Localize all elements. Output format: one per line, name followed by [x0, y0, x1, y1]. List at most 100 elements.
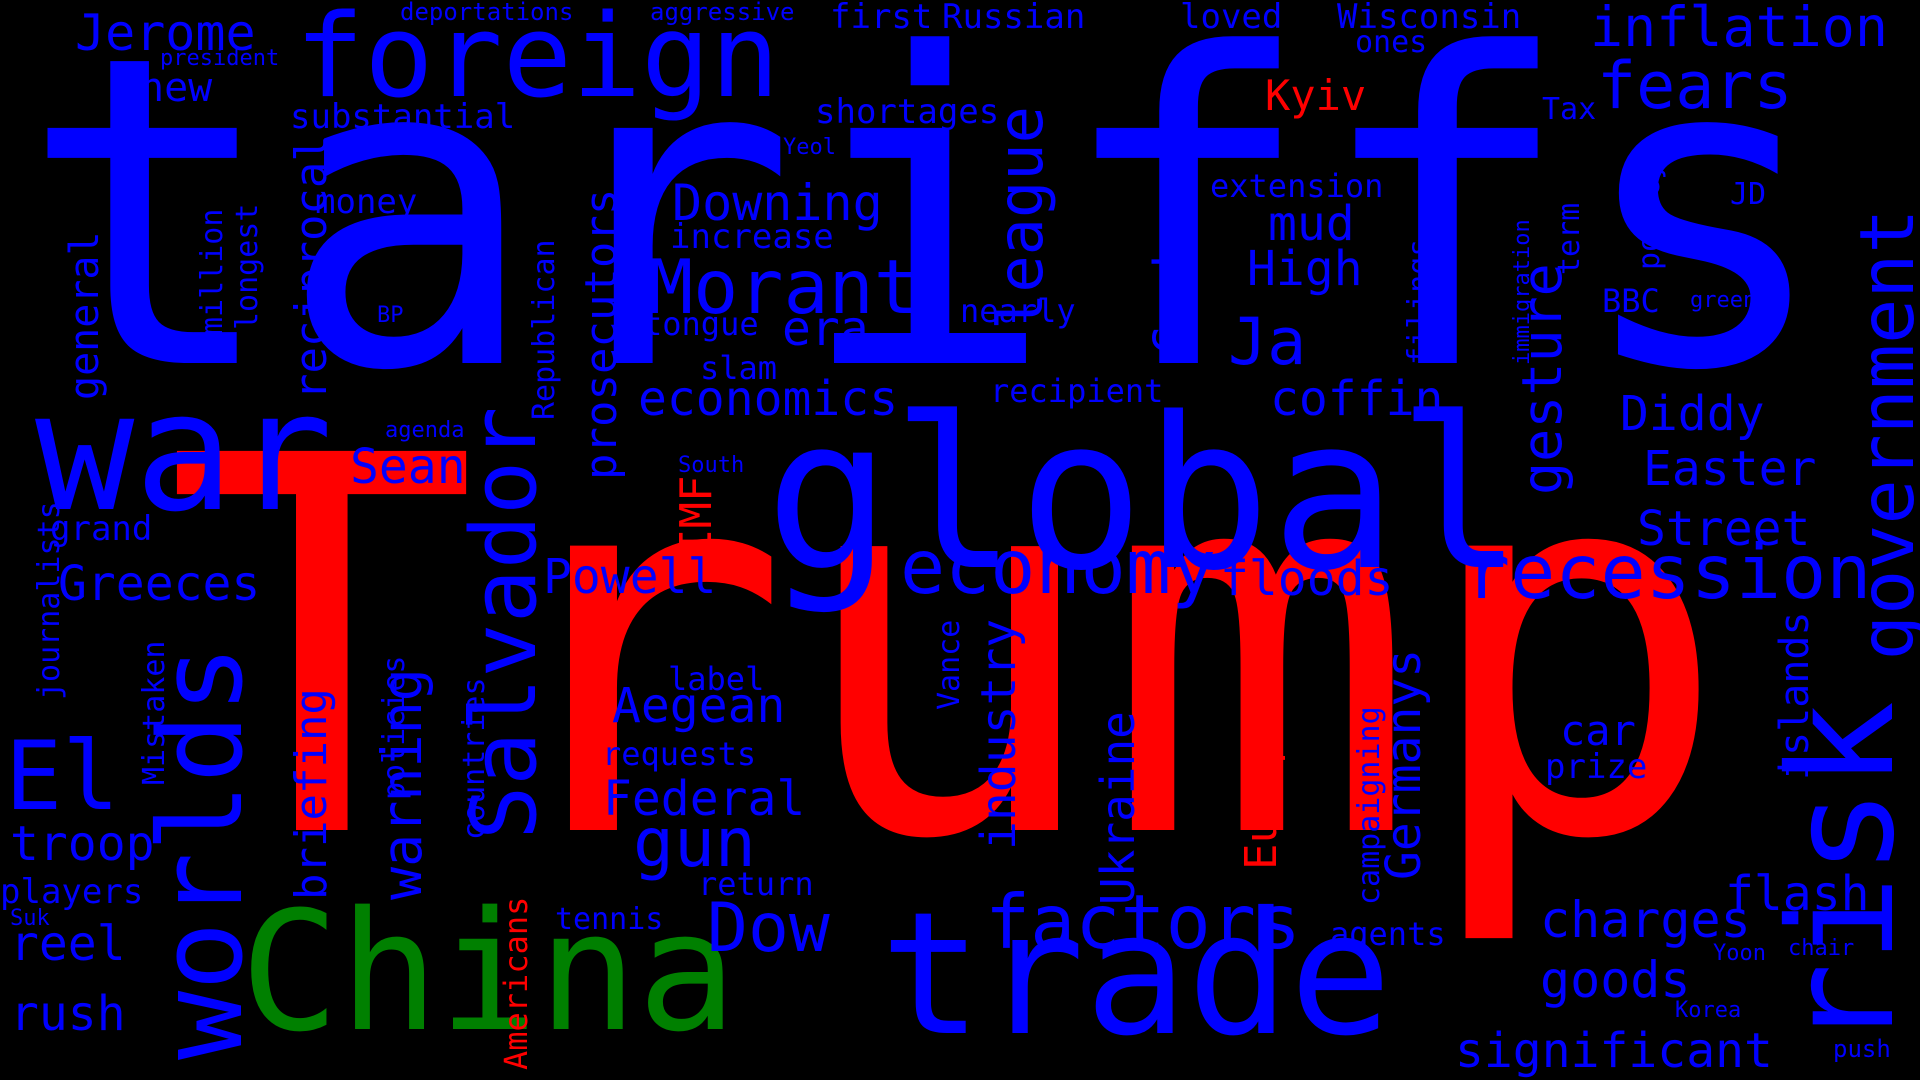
- word-aegean: Aegean: [612, 678, 786, 734]
- word-tariffs: tariffs: [20, 0, 1833, 465]
- word-jerome: Jerome: [75, 4, 256, 62]
- word-green: green: [1690, 288, 1757, 313]
- word-jd: JD: [1730, 177, 1767, 212]
- word-south: South: [678, 453, 745, 478]
- word-ukraine: Ukraine: [1091, 711, 1145, 905]
- word-slam: slam: [700, 349, 778, 387]
- word-term: term: [1552, 202, 1587, 275]
- word-foreign: foreign: [295, 0, 780, 124]
- word-troop: troop: [10, 816, 155, 872]
- word-downing: Downing: [672, 174, 883, 232]
- word-morant: Morant: [648, 243, 919, 331]
- word-economy: economy: [900, 523, 1217, 611]
- word-label: label: [668, 660, 765, 698]
- word-substantial: substantial: [290, 97, 516, 137]
- word-reel: reel: [10, 916, 126, 972]
- word-islands: islands: [1772, 611, 1818, 780]
- word-policies: policies: [377, 655, 412, 801]
- word-prosecutors: prosecutors: [576, 188, 627, 480]
- word-recipient: recipient: [990, 372, 1164, 410]
- word-bp: BP: [377, 303, 404, 328]
- word-inflation: inflation: [1590, 0, 1889, 59]
- word-suk: Suk: [10, 906, 50, 931]
- word-gun: gun: [633, 804, 756, 883]
- word-el: El: [5, 722, 120, 832]
- word-money: money: [315, 182, 418, 222]
- word-easter: Easter: [1643, 441, 1817, 497]
- word-era: era: [782, 301, 869, 357]
- word-rush: rush: [10, 986, 126, 1042]
- word-china: China: [240, 876, 737, 1068]
- word-agenda: agenda: [385, 418, 465, 443]
- word-fears: fears: [1597, 49, 1793, 124]
- word-dow: Dow: [707, 889, 830, 968]
- word-tennis: tennis: [555, 902, 664, 937]
- word-ones: ones: [1355, 25, 1428, 60]
- word-wisconsin: Wisconsin: [1337, 0, 1522, 37]
- word-mistaken: Mistaken: [137, 640, 172, 786]
- word-diddy: Diddy: [1620, 386, 1765, 442]
- word-return: return: [698, 865, 814, 903]
- word-campaigning: campaigning: [1352, 706, 1387, 905]
- word-global: global: [765, 372, 1524, 617]
- word-requests: requests: [602, 735, 757, 773]
- word-prize: prize: [1545, 747, 1648, 787]
- word-coffin: coffin: [1270, 371, 1444, 427]
- word-economics: economics: [638, 371, 899, 427]
- word-germanys: Germanys: [1376, 648, 1432, 880]
- word-first: first: [830, 0, 933, 37]
- word-countries: countries: [457, 677, 492, 840]
- word-russian: Russian: [942, 0, 1086, 37]
- word-trade: trade: [880, 876, 1392, 1074]
- word-republican: Republican: [527, 239, 562, 420]
- word-reciprocal: reciprocal: [286, 135, 337, 400]
- word-car: car: [1560, 706, 1636, 755]
- word-significant: significant: [1455, 1023, 1773, 1079]
- word-sean: Sean: [350, 439, 466, 495]
- word-ja: Ja: [1228, 305, 1307, 380]
- word-street: Street: [1637, 501, 1811, 557]
- word-briefing: briefing: [286, 688, 337, 900]
- word-chair: chair: [1788, 936, 1855, 961]
- word-policy: policy: [1632, 161, 1667, 270]
- word-increase: increase: [670, 217, 834, 257]
- word-loved: loved: [1180, 0, 1283, 37]
- word-tax: Tax: [1542, 92, 1597, 127]
- word-immigration: immigration: [1510, 219, 1535, 365]
- word-high: High: [1247, 241, 1363, 297]
- word-imf: IMF: [671, 475, 722, 555]
- word-federal: Federal: [603, 771, 806, 827]
- word-vance: Vance: [932, 619, 967, 710]
- word-goods: goods: [1540, 951, 1691, 1009]
- word-charges: charges: [1540, 891, 1751, 949]
- word-extension: extension: [1210, 167, 1384, 205]
- word-mud: mud: [1268, 196, 1355, 252]
- word-players: players: [0, 872, 144, 912]
- word-americans: Americans: [497, 896, 535, 1070]
- word-nearly: nearly: [960, 292, 1076, 330]
- word-president: president: [160, 46, 280, 71]
- word-kyiv: Kyiv: [1265, 71, 1367, 120]
- word-new: new: [140, 65, 213, 111]
- word-yoon: Yoon: [1713, 941, 1766, 966]
- word-deportations: deportations: [400, 0, 574, 26]
- word-shortages: shortages: [815, 92, 1000, 132]
- word-agents: agents: [1330, 915, 1446, 953]
- word-filings: filings: [1402, 238, 1437, 365]
- word-powell: Powell: [543, 549, 717, 605]
- word-recession: recession: [1465, 528, 1872, 616]
- word-aggressive: aggressive: [650, 0, 795, 26]
- word-general: general: [62, 231, 108, 400]
- word-trump: Trump: [165, 347, 1731, 953]
- word-journalists: journalists: [32, 501, 67, 700]
- word-tongue: tongue: [643, 305, 759, 343]
- word-grand: grand: [50, 509, 153, 549]
- word-war: war: [35, 356, 334, 548]
- word-greeces: Greeces: [58, 556, 261, 612]
- word-korea: Korea: [1675, 998, 1742, 1023]
- word-longest: longest: [230, 203, 265, 330]
- word-yeol: Yeol: [783, 135, 836, 160]
- word-push: push: [1833, 1035, 1891, 1063]
- word-industry: industry: [971, 618, 1027, 850]
